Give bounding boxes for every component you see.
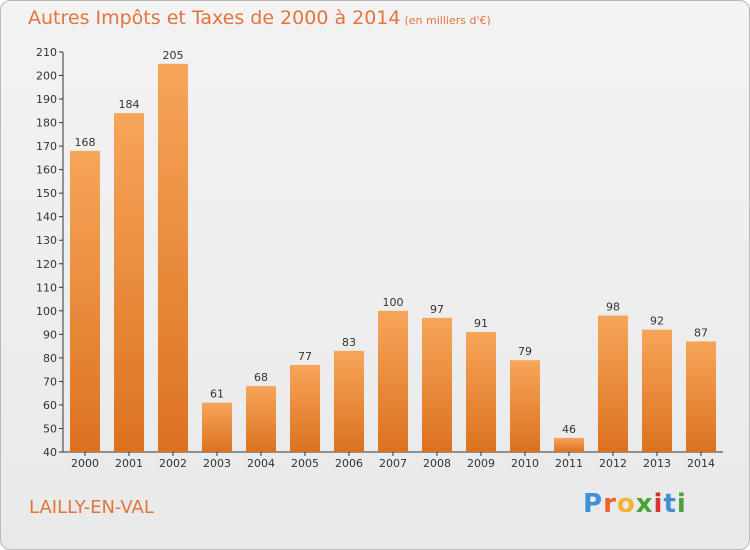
y-tick-label: 130 bbox=[36, 234, 57, 247]
value-label: 83 bbox=[342, 336, 356, 349]
x-tick-label: 2003 bbox=[203, 457, 231, 470]
y-tick-label: 100 bbox=[36, 305, 57, 318]
bar bbox=[686, 341, 716, 452]
bar bbox=[554, 437, 584, 452]
value-label: 98 bbox=[606, 301, 620, 314]
value-label: 61 bbox=[210, 388, 224, 401]
chart-value-labels: 168 184 205 61 68 77 83 100 97 91 79 46 98 92 87 bbox=[75, 49, 709, 436]
y-tick-label: 170 bbox=[36, 140, 57, 153]
x-tick-label: 2004 bbox=[247, 457, 275, 470]
logo-letter: t bbox=[663, 489, 677, 519]
value-label: 97 bbox=[430, 303, 444, 316]
value-label: 87 bbox=[694, 326, 708, 339]
value-label: 168 bbox=[75, 136, 96, 149]
y-tick-label: 180 bbox=[36, 117, 57, 130]
logo-letter: i bbox=[676, 489, 687, 519]
chart-bars bbox=[70, 63, 716, 453]
bar bbox=[246, 386, 276, 452]
bar bbox=[466, 332, 496, 452]
x-tick-label: 2012 bbox=[599, 457, 627, 470]
y-tick-label: 40 bbox=[43, 446, 57, 459]
bar bbox=[202, 402, 232, 452]
bar bbox=[598, 315, 628, 452]
chart-title-text: Autres Impôts et Taxes de 2000 à 2014 bbox=[28, 7, 401, 29]
x-tick-label: 2014 bbox=[687, 457, 715, 470]
x-tick-label: 2008 bbox=[423, 457, 451, 470]
bar bbox=[422, 317, 452, 452]
proxiti-logo: Proxiti bbox=[583, 489, 687, 519]
logo-letter: x bbox=[635, 489, 654, 519]
x-tick-label: 2011 bbox=[555, 457, 583, 470]
y-tick-label: 80 bbox=[43, 352, 57, 365]
value-label: 184 bbox=[119, 98, 140, 111]
bar bbox=[510, 360, 540, 452]
logo-letter: o bbox=[616, 489, 636, 519]
value-label: 205 bbox=[163, 49, 184, 62]
value-label: 79 bbox=[518, 345, 532, 358]
value-label: 100 bbox=[383, 296, 404, 309]
y-tick-label: 110 bbox=[36, 281, 57, 294]
logo-letter: i bbox=[653, 489, 664, 519]
x-tick-label: 2006 bbox=[335, 457, 363, 470]
y-tick-label: 150 bbox=[36, 187, 57, 200]
value-label: 68 bbox=[254, 371, 268, 384]
x-tick-label: 2013 bbox=[643, 457, 671, 470]
y-tick-label: 120 bbox=[36, 258, 57, 271]
x-tick-label: 2009 bbox=[467, 457, 495, 470]
value-label: 91 bbox=[474, 317, 488, 330]
x-tick-label: 2007 bbox=[379, 457, 407, 470]
x-tick-label: 2010 bbox=[511, 457, 539, 470]
bar bbox=[642, 329, 672, 452]
logo-letter: P bbox=[583, 489, 604, 519]
y-tick-label: 200 bbox=[36, 70, 57, 83]
x-tick-label: 2002 bbox=[159, 457, 187, 470]
bar bbox=[290, 364, 320, 452]
value-label: 92 bbox=[650, 315, 664, 328]
bar bbox=[70, 150, 100, 452]
y-tick-label: 70 bbox=[43, 375, 57, 388]
bar bbox=[378, 310, 408, 452]
y-tick-label: 190 bbox=[36, 93, 57, 106]
chart-title: Autres Impôts et Taxes de 2000 à 2014 (en… bbox=[28, 7, 491, 29]
commune-name: LAILLY-EN-VAL bbox=[29, 497, 154, 518]
value-label: 46 bbox=[562, 423, 576, 436]
logo-letter: r bbox=[603, 489, 617, 519]
y-tick-label: 140 bbox=[36, 211, 57, 224]
value-label: 77 bbox=[298, 350, 312, 363]
bar bbox=[114, 113, 144, 453]
x-tick-label: 2005 bbox=[291, 457, 319, 470]
y-tick-label: 90 bbox=[43, 328, 57, 341]
y-tick-label: 210 bbox=[36, 46, 57, 59]
y-tick-label: 60 bbox=[43, 399, 57, 412]
x-tick-label: 2001 bbox=[115, 457, 143, 470]
bar bbox=[334, 350, 364, 452]
x-tick-label: 2000 bbox=[71, 457, 99, 470]
y-tick-label: 50 bbox=[43, 422, 57, 435]
chart-unit-label: (en milliers d'€) bbox=[404, 14, 491, 27]
bar bbox=[158, 63, 188, 452]
y-tick-label: 160 bbox=[36, 164, 57, 177]
